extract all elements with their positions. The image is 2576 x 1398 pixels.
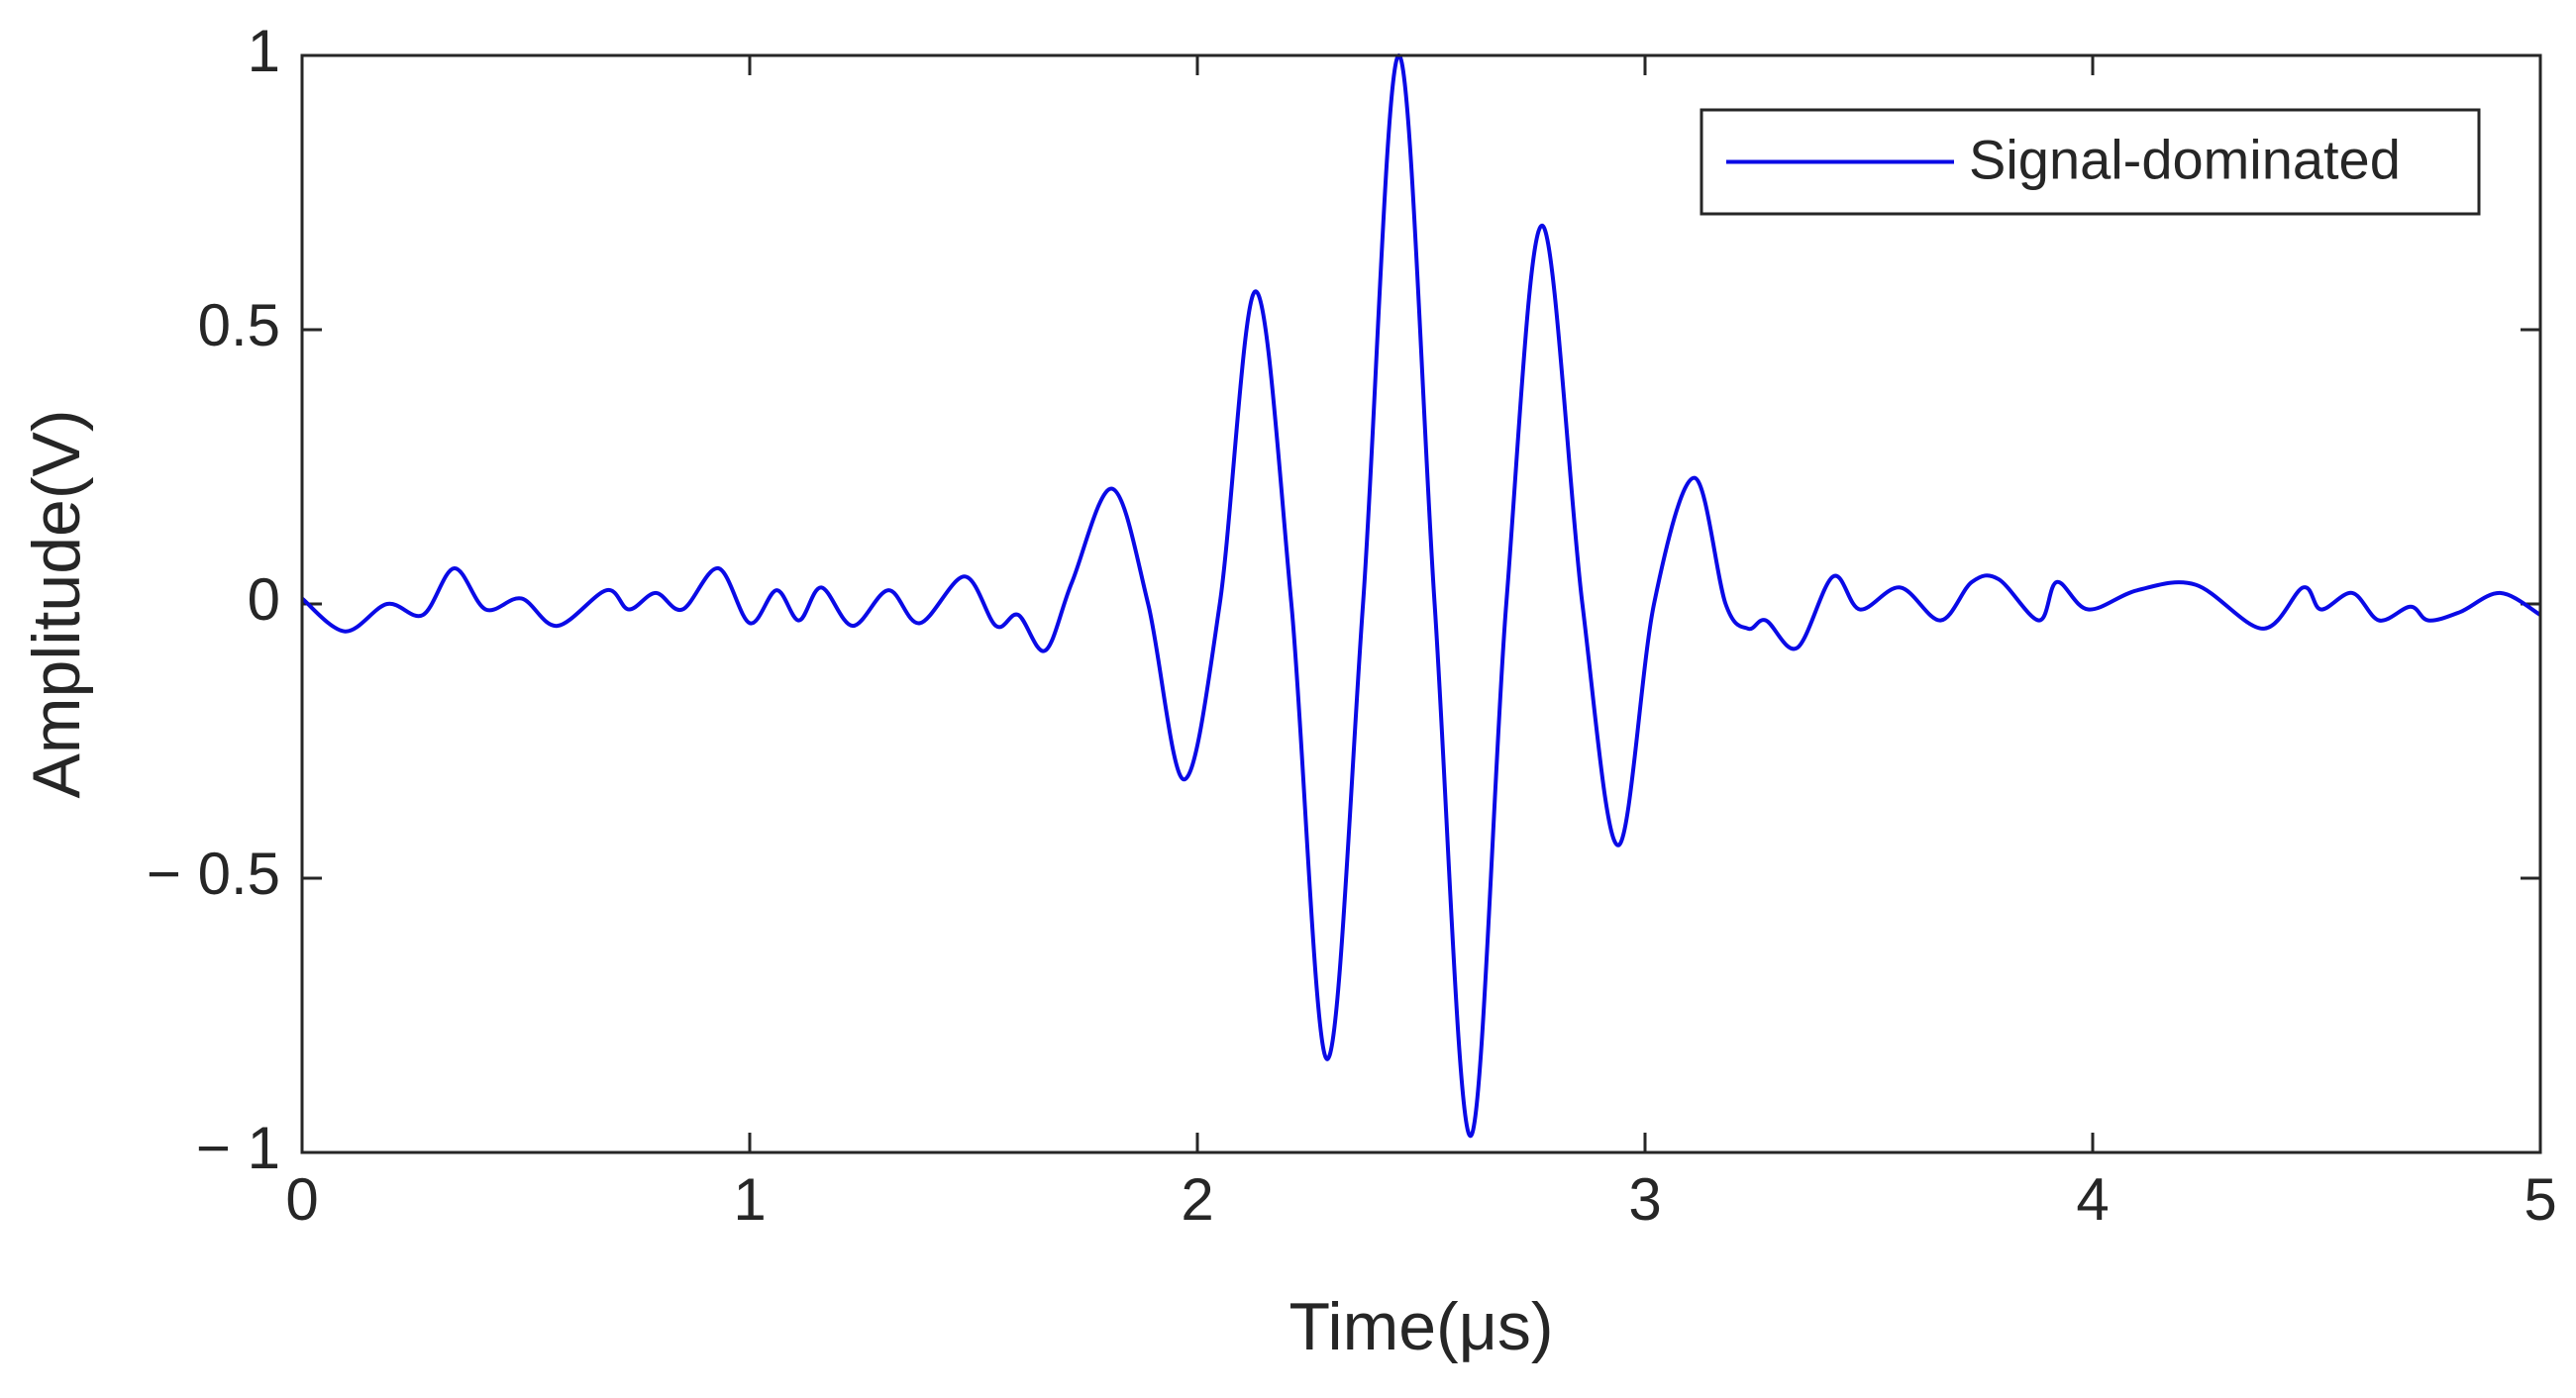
x-tick-label: 5 (2524, 1166, 2556, 1233)
y-tick-label: 1 (248, 18, 280, 84)
y-tick-label: 0 (248, 566, 280, 633)
y-tick-label: − 1 (196, 1115, 280, 1181)
legend-box (1700, 108, 2481, 216)
legend-label: Signal-dominated (1969, 128, 2401, 190)
x-axis-title: Time(μs) (1288, 1289, 1553, 1364)
x-tick-label: 0 (285, 1166, 318, 1233)
x-tick-label: 1 (733, 1166, 766, 1233)
data-line (300, 53, 2542, 1139)
x-tick-label: 2 (1181, 1166, 1213, 1233)
x-tick-label: 3 (1628, 1166, 1661, 1233)
x-tick-label: 4 (2076, 1166, 2109, 1233)
y-axis-title: Amplitude(V) (19, 409, 94, 798)
y-tick-label: 0.5 (198, 292, 280, 358)
plot-frame (300, 53, 2542, 1154)
y-tick-label: − 0.5 (147, 841, 280, 907)
